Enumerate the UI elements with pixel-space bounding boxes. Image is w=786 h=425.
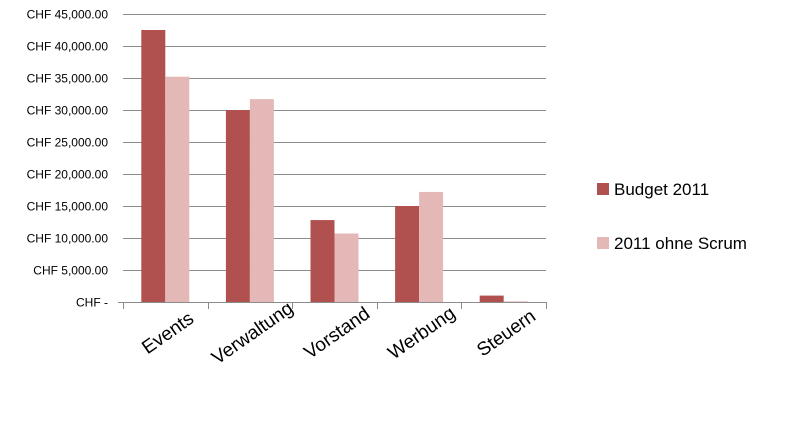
x-tick-label: Werbung bbox=[384, 303, 459, 364]
bars bbox=[141, 30, 528, 303]
y-tick-label: CHF 40,000.00 bbox=[27, 40, 109, 54]
y-tick-label: CHF 10,000.00 bbox=[27, 232, 109, 246]
legend-label: 2011 ohne Scrum bbox=[614, 234, 747, 253]
y-tick-label: CHF 5,000.00 bbox=[33, 264, 108, 278]
x-axis-tick-labels: Events Verwaltung Vorstand Werbung Steuern bbox=[138, 298, 539, 369]
x-tick-label: Verwaltung bbox=[208, 298, 297, 369]
bar-events-series-2 bbox=[165, 76, 190, 302]
bar-werbung-series-2 bbox=[419, 191, 444, 302]
y-axis-tick-labels: CHF - CHF 5,000.00 CHF 10,000.00 CHF 15,000… bbox=[27, 8, 109, 310]
y-tick-label: CHF 20,000.00 bbox=[27, 168, 109, 182]
bar-vorstand-series-1 bbox=[310, 220, 335, 302]
x-tick-label: Vorstand bbox=[301, 303, 374, 363]
bar-steuern-series-2 bbox=[503, 301, 528, 302]
y-tick-label: CHF 45,000.00 bbox=[27, 8, 109, 22]
legend-swatch bbox=[597, 237, 609, 249]
bar-events-series-1 bbox=[141, 30, 166, 302]
bar-vorstand-series-2 bbox=[334, 233, 359, 302]
y-tick-label: CHF 35,000.00 bbox=[27, 72, 109, 86]
legend-label: Budget 2011 bbox=[614, 180, 709, 199]
y-tick-label: CHF 30,000.00 bbox=[27, 104, 109, 118]
bar-verwaltung-series-1 bbox=[225, 110, 250, 302]
x-tick-label: Events bbox=[138, 308, 198, 359]
x-tick-label: Steuern bbox=[473, 306, 540, 361]
bar-verwaltung-series-2 bbox=[249, 99, 274, 303]
y-tick-label: CHF - bbox=[76, 296, 108, 310]
y-tick-label: CHF 25,000.00 bbox=[27, 136, 109, 150]
gridlines bbox=[123, 14, 546, 271]
bar-steuern-series-1 bbox=[479, 295, 504, 302]
bar-werbung-series-1 bbox=[395, 206, 420, 302]
legend-swatch bbox=[597, 183, 609, 195]
axes bbox=[118, 302, 547, 309]
legend: Budget 2011 2011 ohne Scrum bbox=[597, 180, 747, 253]
y-tick-label: CHF 15,000.00 bbox=[27, 200, 109, 214]
